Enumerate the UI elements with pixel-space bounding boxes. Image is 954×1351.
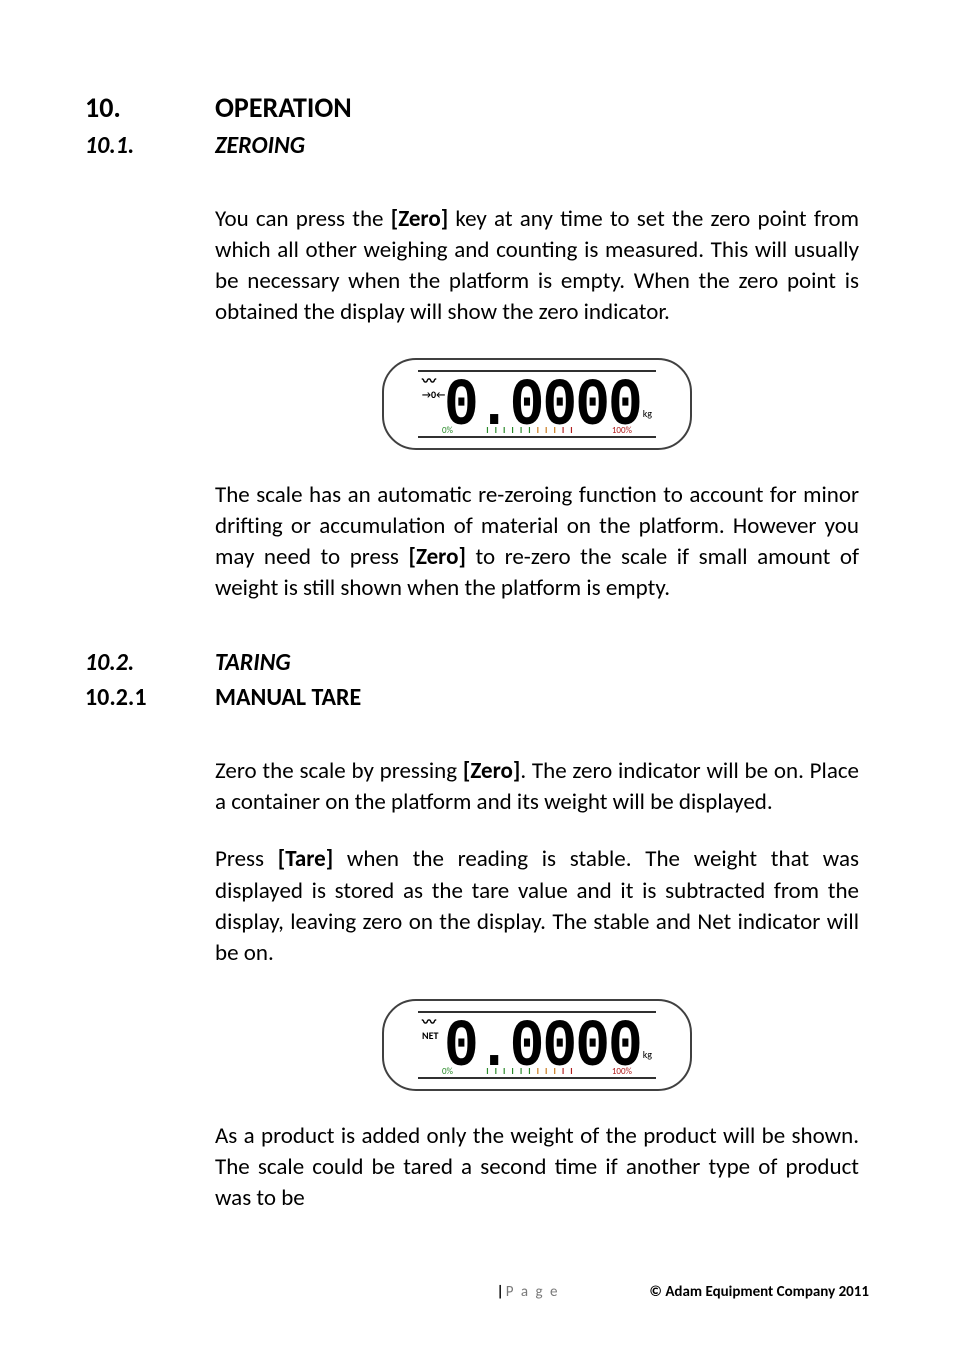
subsubsection-title: MANUAL TARE <box>215 683 361 712</box>
key-label: [Zero] <box>408 543 465 571</box>
lcd-frame: 〰 →0← 0.0000 kg 0% IIIIIIIIIII 100% <box>382 358 692 450</box>
text: Press <box>215 845 278 873</box>
subsection-heading-row: 10.1. ZEROING <box>85 131 869 160</box>
scale-end: 100% <box>612 1066 632 1077</box>
zero-indicator: →0← <box>422 389 445 401</box>
paragraph: Press [Tare] when the reading is stable.… <box>215 844 859 968</box>
lcd-indicators: 〰 →0← <box>422 375 445 401</box>
tick: I <box>562 425 570 436</box>
copyright: © Adam Equipment Company 2011 <box>649 1283 869 1301</box>
scale-ticks: IIIIIIIIIII <box>453 1066 612 1077</box>
paragraph: You can press the [Zero] key at any time… <box>215 204 859 328</box>
tick: I <box>553 1066 561 1077</box>
page: 10. OPERATION 10.1. ZEROING You can pres… <box>0 0 954 1351</box>
key-label: [Tare] <box>278 845 333 873</box>
stable-icon: 〰 <box>422 375 445 389</box>
subsection-title: TARING <box>215 648 291 677</box>
section-heading-row: 10. OPERATION <box>85 90 869 125</box>
tick: I <box>528 425 536 436</box>
paragraph: As a product is added only the weight of… <box>215 1121 859 1214</box>
net-indicator: NET <box>422 1030 438 1042</box>
tick: I <box>528 1066 536 1077</box>
lcd-inner: 〰 NET 0.0000 kg 0% IIIIIIIIIII 100% <box>418 1011 656 1079</box>
lcd-unit: kg <box>643 1048 652 1061</box>
body-column: Zero the scale by pressing [Zero]. The z… <box>215 756 859 1213</box>
key-label: [Zero] <box>463 757 520 785</box>
tick: I <box>570 425 578 436</box>
page-footer: |P a g e © Adam Equipment Company 2011 <box>0 1283 869 1301</box>
lcd-display-figure: 〰 NET 0.0000 kg 0% IIIIIIIIIII 100% <box>215 999 859 1091</box>
scale-end: 100% <box>612 425 632 436</box>
tick: I <box>495 1066 503 1077</box>
paragraph: The scale has an automatic re-zeroing fu… <box>215 480 859 604</box>
tick: I <box>511 425 519 436</box>
subsubsection-number: 10.2.1 <box>85 683 215 712</box>
lcd-inner: 〰 →0← 0.0000 kg 0% IIIIIIIIIII 100% <box>418 370 656 438</box>
lcd-unit: kg <box>643 407 652 420</box>
lcd-indicators: 〰 NET <box>422 1016 438 1042</box>
tick: I <box>495 425 503 436</box>
lcd-capacity-bar: 0% IIIIIIIIIII 100% <box>442 425 632 436</box>
key-label: [Zero] <box>391 205 448 233</box>
tick: I <box>520 1066 528 1077</box>
page-label-text: P a g e <box>506 1283 560 1301</box>
text: You can press the <box>215 205 391 233</box>
tick: I <box>562 1066 570 1077</box>
subsubsection-heading-row: 10.2.1 MANUAL TARE <box>85 683 869 712</box>
scale-start: 0% <box>442 1066 453 1077</box>
paragraph: Zero the scale by pressing [Zero]. The z… <box>215 756 859 818</box>
scale-ticks: IIIIIIIIIII <box>453 425 612 436</box>
lcd-frame: 〰 NET 0.0000 kg 0% IIIIIIIIIII 100% <box>382 999 692 1091</box>
tick: I <box>486 425 494 436</box>
subsection-number: 10.1. <box>85 131 215 160</box>
tick: I <box>486 1066 494 1077</box>
stable-icon: 〰 <box>422 1016 438 1030</box>
tick: I <box>511 1066 519 1077</box>
tick: I <box>537 425 545 436</box>
section-title: OPERATION <box>215 90 352 125</box>
tick: I <box>520 425 528 436</box>
lcd-display-figure: 〰 →0← 0.0000 kg 0% IIIIIIIIIII 100% <box>215 358 859 450</box>
text: As a product is added only the weight of… <box>215 1122 859 1212</box>
body-column: You can press the [Zero] key at any time… <box>215 204 859 604</box>
subsection-heading-row: 10.2. TARING <box>85 648 869 677</box>
subsection-title: ZEROING <box>215 131 305 160</box>
lcd-capacity-bar: 0% IIIIIIIIIII 100% <box>442 1066 632 1077</box>
tick: I <box>553 425 561 436</box>
tick: I <box>537 1066 545 1077</box>
text: Zero the scale by pressing <box>215 757 463 785</box>
scale-start: 0% <box>442 425 453 436</box>
section-number: 10. <box>85 90 215 125</box>
tick: I <box>570 1066 578 1077</box>
subsection-number: 10.2. <box>85 648 215 677</box>
page-number-label: |P a g e <box>497 1283 560 1301</box>
